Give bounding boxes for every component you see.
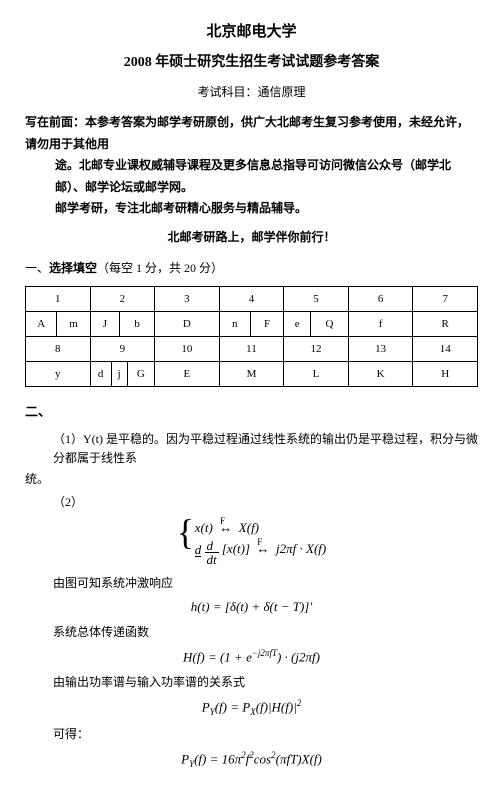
formula-H-tail: ) · (j2πf) [277, 649, 320, 664]
formula-H: H(f) = (1 + e−j2πfT) · (j2πf) [25, 648, 478, 665]
ff-d: cos [254, 752, 271, 767]
preface-line3: 邮学考研，专注北邮考研精心服务与精品辅导。 [25, 198, 478, 220]
table-subcell: F [250, 312, 283, 336]
ff-b: (f) = 16π [194, 752, 241, 767]
table-cell: 8 [26, 336, 91, 361]
table-cell: 13 [348, 336, 413, 361]
frac-num: d [205, 539, 219, 553]
section1-prefix: 一、 [25, 261, 49, 275]
arrow-sup1: F [220, 514, 225, 528]
q1-text: （1）Y(t) 是平稳的。因为平稳过程通过线性系统的输出仍是平稳过程，积分与微分… [53, 430, 478, 468]
table-subcell: b [120, 312, 154, 336]
formula-block1: { x(t) F↔ X(f) d d dt [x(t)] F↔ j2πf · X… [25, 518, 478, 566]
table-row: ydjGEMLKH [26, 361, 478, 386]
formula-Py: PY(f) = PX(f)|H(f)|2 [25, 698, 478, 717]
section1-heading: 一、选择填空（每空 1 分，共 20 分） [25, 259, 478, 276]
table-cell: E [155, 361, 220, 386]
table-cell: D [155, 311, 220, 336]
section1-bold: 选择填空 [49, 261, 97, 275]
table-cell: L [284, 361, 349, 386]
table-row: AmJbDnFeQfR [26, 311, 478, 336]
frac-den: dt [205, 553, 219, 566]
table-cell: 10 [155, 336, 220, 361]
table-cell: H [413, 361, 478, 386]
table-cell: R [413, 311, 478, 336]
table-cell: 12 [284, 336, 349, 361]
table-cell: y [26, 361, 91, 386]
table-cell: Jb [90, 311, 155, 336]
table-subcell: G [127, 362, 154, 386]
table-cell: f [348, 311, 413, 336]
formula-H-a: H(f) = (1 + e [183, 649, 252, 664]
table-subcell: d [91, 362, 112, 386]
table-cell: 6 [348, 286, 413, 311]
university-title: 北京邮电大学 [25, 20, 478, 41]
preface-block: 写在前面：本参考答案为邮学考研原创，供广大北邮考生复习参考使用，未经允许，请勿用… [25, 112, 478, 220]
table-cell: 1 [26, 286, 91, 311]
arrow-sup2: F [257, 535, 262, 549]
table-cell: K [348, 361, 413, 386]
block1-l2-mid: [x(t)] [222, 541, 250, 556]
preface-line1: 写在前面：本参考答案为邮学考研原创，供广大北邮考生复习参考使用，未经允许，请勿用… [25, 112, 478, 155]
slogan: 北邮考研路上，邮学伴你前行！ [25, 228, 478, 245]
table-subcell: J [91, 312, 120, 336]
table-row: 891011121314 [26, 336, 478, 361]
fpy-sup: 2 [297, 698, 302, 708]
table-cell: 11 [219, 336, 284, 361]
section1-suffix: （每空 1 分，共 20 分） [97, 261, 223, 275]
table-subcell: A [26, 312, 57, 336]
table-subcell: n [220, 312, 251, 336]
frac-top: d [195, 543, 202, 557]
formula-h: h(t) = [δ(t) + δ(t − T)]′ [25, 599, 478, 615]
block1-l1-a: x(t) [195, 520, 213, 535]
table-subcell: Q [311, 312, 348, 336]
table-cell: djG [90, 361, 155, 386]
block1-l2-tail: j2πf · X(f) [276, 541, 326, 556]
table-cell: 9 [90, 336, 155, 361]
q1-text2: 统。 [25, 470, 478, 487]
table-row: 1234567 [26, 286, 478, 311]
preface-line2: 途。北邮专业课权威辅导课程及更多信息总指导可访问微信公众号（邮学北邮）、邮学论坛… [25, 155, 478, 198]
fpy-mid: (f) = P [215, 700, 250, 715]
ff-e: (πfT)X(f) [276, 752, 322, 767]
section2-heading: 二、 [25, 401, 478, 420]
table-subcell: m [57, 312, 90, 336]
formula-H-exp: −j2πfT [252, 648, 277, 658]
table-cell: Am [26, 311, 91, 336]
line-get: 可得： [53, 725, 478, 742]
subject-name: 通信原理 [258, 85, 306, 99]
table-cell: nF [219, 311, 284, 336]
table-cell: 7 [413, 286, 478, 311]
answers-table: 1234567AmJbDnFeQfR891011121314ydjGEMLKH [25, 286, 478, 387]
table-cell: M [219, 361, 284, 386]
subject-line: 考试科目：通信原理 [25, 83, 478, 100]
block1-l1-b: X(f) [239, 520, 259, 535]
exam-title: 2008 年硕士研究生招生考试试题参考答案 [25, 51, 478, 71]
formula-final: PY(f) = 16π2f2cos2(πfT)X(f) [25, 750, 478, 769]
table-subcell: j [111, 362, 127, 386]
table-cell: eQ [284, 311, 349, 336]
table-cell: 14 [413, 336, 478, 361]
table-cell: 4 [219, 286, 284, 311]
table-cell: 3 [155, 286, 220, 311]
line-transfer: 系统总体传递函数 [53, 623, 478, 640]
fpy-a: P [202, 700, 210, 715]
table-cell: 5 [284, 286, 349, 311]
ff-a: P [181, 752, 189, 767]
subject-label: 考试科目： [197, 85, 257, 99]
fpy-tail: (f)|H(f)| [256, 700, 297, 715]
table-subcell: e [284, 312, 310, 336]
q1-text-a: （1）Y(t) 是平稳的。因为平稳过程通过线性系统的输出仍是平稳过程，积分与微分… [53, 432, 478, 465]
table-cell: 2 [90, 286, 155, 311]
q2-label: （2） [53, 493, 478, 510]
line-relation: 由输出功率谱与输入功率谱的关系式 [53, 673, 478, 690]
line-impulse: 由图可知系统冲激响应 [53, 574, 478, 591]
